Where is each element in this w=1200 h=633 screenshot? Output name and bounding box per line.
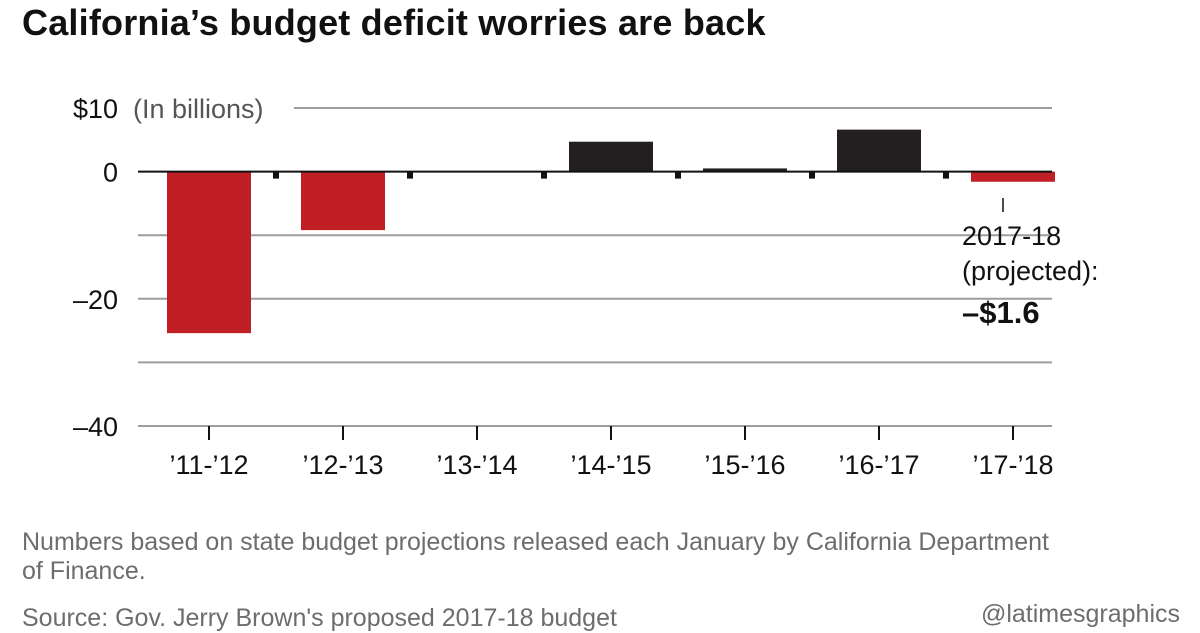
- bar: [301, 171, 385, 231]
- x-tick-label: ’17-’18: [972, 450, 1053, 480]
- bar-chart: $10 0 –20 –40 (In billions) ’11-’12 ’12-’13 ’13…: [73, 94, 1099, 480]
- bar: [167, 171, 251, 334]
- x-tick-label: ’15-’16: [704, 450, 785, 480]
- x-tick-label: ’16-’17: [838, 450, 919, 480]
- x-tick-label: ’11-’12: [169, 450, 248, 480]
- chart-title: California’s budget deficit worries are …: [22, 2, 766, 43]
- baseline-tick: [675, 171, 681, 179]
- baseline-tick: [943, 171, 949, 179]
- bar: [837, 129, 921, 172]
- bar: [703, 168, 787, 172]
- bar: [569, 141, 653, 172]
- baseline-tick: [273, 171, 279, 179]
- y-tick-label: –20: [73, 285, 118, 315]
- annotation-value: –$1.6: [962, 295, 1040, 330]
- x-tick-label: ’14-’15: [570, 450, 651, 480]
- annotation-year: 2017-18: [962, 221, 1061, 251]
- baseline-tick: [407, 171, 413, 179]
- baseline-tick: [541, 171, 547, 179]
- y-tick-label: $10: [73, 94, 118, 124]
- bar: [971, 171, 1055, 182]
- baseline-tick: [809, 171, 815, 179]
- chart-source: Source: Gov. Jerry Brown's proposed 2017…: [22, 604, 617, 632]
- y-tick-label: –40: [73, 412, 118, 442]
- chart-credit: @latimesgraphics: [980, 600, 1180, 628]
- y-tick-label: 0: [103, 158, 118, 188]
- chart-note: Numbers based on state budget projection…: [22, 528, 1049, 585]
- unit-label: (In billions): [133, 94, 264, 124]
- x-tick-label: ’12-’13: [302, 450, 383, 480]
- x-tick-label: ’13-’14: [436, 450, 517, 480]
- annotation-projected: (projected):: [962, 256, 1099, 286]
